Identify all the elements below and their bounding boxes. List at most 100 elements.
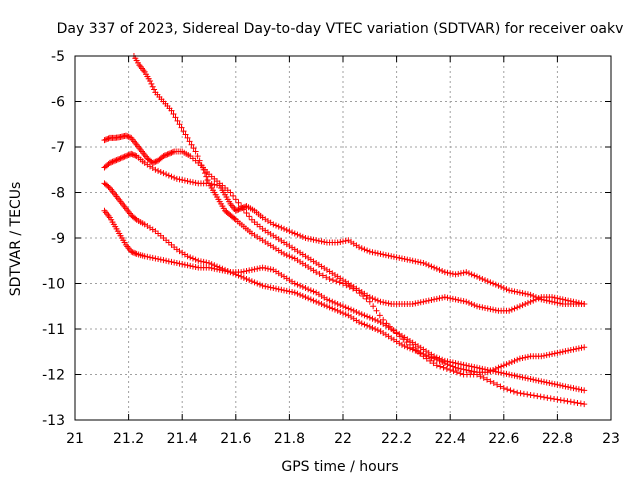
data-point [240, 268, 247, 275]
x-tick-label: 22.4 [435, 431, 466, 447]
data-point [178, 124, 185, 131]
data-point [498, 363, 505, 370]
data-point [254, 280, 261, 287]
data-point [514, 289, 521, 296]
data-point [294, 290, 301, 297]
series-track-a [130, 53, 588, 408]
data-point [565, 384, 572, 391]
data-point [551, 294, 558, 301]
data-point [342, 304, 349, 311]
data-point [554, 295, 561, 302]
data-point [541, 378, 547, 385]
data-point [431, 296, 438, 303]
data-point [581, 344, 588, 351]
data-point [364, 313, 371, 320]
data-point [439, 356, 446, 363]
data-point [353, 308, 360, 315]
data-point [482, 304, 489, 311]
data-point [398, 255, 405, 262]
data-point [450, 368, 457, 375]
x-tick-label: 22.6 [488, 431, 519, 447]
data-point [433, 265, 440, 272]
data-point [417, 299, 424, 306]
data-point [503, 370, 510, 377]
data-point [204, 176, 211, 183]
data-point [364, 322, 371, 329]
data-point [180, 128, 187, 135]
data-point [187, 178, 194, 185]
data-point [487, 279, 494, 286]
data-point [506, 371, 513, 378]
data-point [356, 244, 363, 251]
data-point [484, 278, 491, 285]
data-point [564, 398, 571, 405]
data-point [315, 299, 322, 306]
data-point [165, 172, 172, 179]
data-point [108, 159, 115, 166]
data-point [574, 399, 581, 406]
data-point [573, 385, 580, 392]
data-point [251, 266, 258, 273]
data-point [112, 157, 119, 164]
data-point [168, 107, 175, 114]
data-point [433, 362, 440, 369]
data-point [570, 346, 577, 353]
data-point [519, 302, 526, 309]
data-point [370, 303, 377, 310]
data-point [520, 390, 527, 397]
data-point [463, 362, 470, 369]
data-point [374, 318, 381, 325]
data-point [522, 300, 529, 307]
data-point [192, 264, 199, 271]
data-point [333, 278, 340, 285]
data-point [281, 250, 288, 257]
data-point [329, 277, 336, 284]
data-point [514, 356, 521, 363]
data-point [543, 352, 550, 359]
data-point [516, 289, 523, 296]
data-point [500, 385, 507, 392]
data-point [530, 376, 537, 383]
data-point [439, 294, 446, 301]
data-point [251, 279, 258, 286]
data-point [246, 213, 253, 220]
data-point [492, 368, 499, 375]
data-point [173, 260, 180, 267]
data-point [302, 235, 309, 241]
data-point [313, 298, 320, 305]
data-point [516, 355, 523, 362]
data-point [342, 311, 349, 318]
data-point [452, 296, 459, 303]
data-point [364, 247, 371, 254]
data-point [452, 360, 459, 367]
data-point [184, 134, 191, 141]
data-point [468, 363, 475, 370]
data-point [206, 260, 212, 267]
data-point [203, 259, 210, 266]
data-point [487, 378, 494, 385]
data-point [170, 111, 177, 118]
data-point [412, 347, 419, 354]
data-point [165, 258, 172, 265]
data-point [141, 253, 148, 260]
data-point [149, 254, 156, 261]
data-point [163, 151, 170, 158]
data-point [494, 381, 501, 388]
data-point [479, 275, 486, 282]
data-point [147, 254, 154, 261]
data-point [149, 83, 156, 90]
data-point [517, 390, 524, 397]
data-point [340, 238, 346, 245]
data-point [476, 274, 483, 281]
data-point [334, 239, 341, 246]
data-point [124, 152, 131, 159]
data-point [570, 385, 577, 392]
data-point [246, 277, 253, 284]
data-point [460, 298, 467, 305]
data-point [151, 86, 158, 93]
data-point [157, 169, 164, 176]
data-point [117, 155, 124, 162]
data-point [377, 250, 384, 257]
data-point [490, 280, 497, 287]
data-point [208, 261, 215, 268]
